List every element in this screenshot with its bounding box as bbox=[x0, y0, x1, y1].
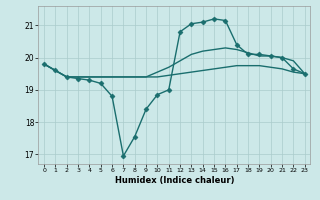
X-axis label: Humidex (Indice chaleur): Humidex (Indice chaleur) bbox=[115, 176, 234, 185]
